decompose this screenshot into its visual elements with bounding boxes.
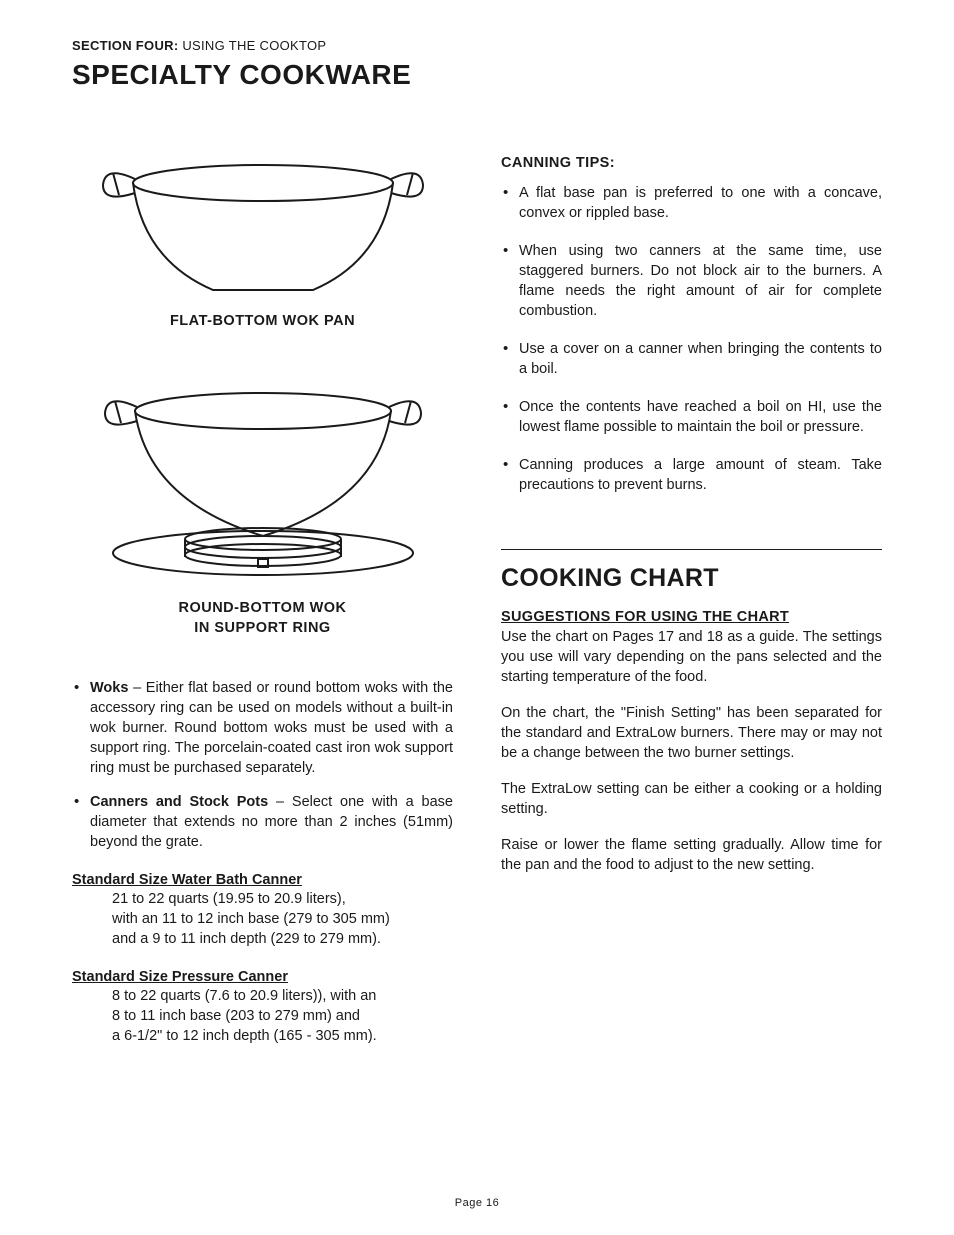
canning-tips-list: A flat base pan is preferred to one with… — [501, 183, 882, 495]
section-title: USING THE COOKTOP — [178, 38, 326, 53]
section-header: SECTION FOUR: USING THE COOKTOP — [72, 38, 882, 53]
canner1-heading: Standard Size Water Bath Canner — [72, 872, 453, 888]
bullet-lead: Woks — [90, 680, 128, 696]
list-item: A flat base pan is preferred to one with… — [501, 183, 882, 223]
list-item: Once the contents have reached a boil on… — [501, 397, 882, 437]
flat-wok-icon — [93, 155, 433, 305]
canner2-l3: a 6-1/2" to 12 inch depth (165 - 305 mm)… — [112, 1028, 377, 1044]
section-label: SECTION FOUR: — [72, 38, 178, 53]
left-column: FLAT-BOTTOM WOK PAN — [72, 155, 453, 1046]
round-wok-figure: ROUND-BOTTOM WOK IN SUPPORT RING — [72, 381, 453, 638]
chart-p4: Raise or lower the flame setting gradual… — [501, 835, 882, 875]
cooking-chart-title: COOKING CHART — [501, 564, 882, 593]
canner2-l2: 8 to 11 inch base (203 to 279 mm) and — [112, 1008, 360, 1024]
list-item: Canners and Stock Pots – Select one with… — [72, 792, 453, 852]
list-item: When using two canners at the same time,… — [501, 241, 882, 321]
canner2-heading: Standard Size Pressure Canner — [72, 969, 453, 985]
bullet-lead: Canners and Stock Pots — [90, 794, 268, 810]
flat-wok-figure: FLAT-BOTTOM WOK PAN — [72, 155, 453, 329]
page-number: Page 16 — [0, 1197, 954, 1209]
bullet-text: – Either flat based or round bottom woks… — [90, 680, 453, 776]
canner2-l1: 8 to 22 quarts (7.6 to 20.9 liters)), wi… — [112, 988, 376, 1004]
canner1-body: 21 to 22 quarts (19.95 to 20.9 liters), … — [72, 889, 453, 949]
canner1-l3: and a 9 to 11 inch depth (229 to 279 mm)… — [112, 931, 381, 947]
canner1-l2: with an 11 to 12 inch base (279 to 305 m… — [112, 911, 390, 927]
fig2-caption-l2: IN SUPPORT RING — [194, 620, 330, 636]
fig1-caption: FLAT-BOTTOM WOK PAN — [72, 313, 453, 329]
page-title: SPECIALTY COOKWARE — [72, 59, 882, 91]
list-item: Canning produces a large amount of steam… — [501, 455, 882, 495]
chart-p2: On the chart, the "Finish Setting" has b… — [501, 703, 882, 763]
chart-p1: Use the chart on Pages 17 and 18 as a gu… — [501, 627, 882, 687]
canning-tips-heading: CANNING TIPS: — [501, 155, 882, 171]
chart-p3: The ExtraLow setting can be either a coo… — [501, 779, 882, 819]
fig2-caption-l1: ROUND-BOTTOM WOK — [178, 600, 346, 616]
list-item: Use a cover on a canner when bringing th… — [501, 339, 882, 379]
fig2-caption: ROUND-BOTTOM WOK IN SUPPORT RING — [72, 599, 453, 638]
chart-subheading: SUGGESTIONS FOR USING THE CHART — [501, 609, 882, 625]
left-bullet-list: Woks – Either flat based or round bottom… — [72, 678, 453, 852]
canner1-l1: 21 to 22 quarts (19.95 to 20.9 liters), — [112, 891, 346, 907]
list-item: Woks – Either flat based or round bottom… — [72, 678, 453, 778]
right-column: CANNING TIPS: A flat base pan is preferr… — [501, 155, 882, 1046]
canner2-body: 8 to 22 quarts (7.6 to 20.9 liters)), wi… — [72, 986, 453, 1046]
round-wok-icon — [93, 381, 433, 591]
section-divider — [501, 549, 882, 550]
